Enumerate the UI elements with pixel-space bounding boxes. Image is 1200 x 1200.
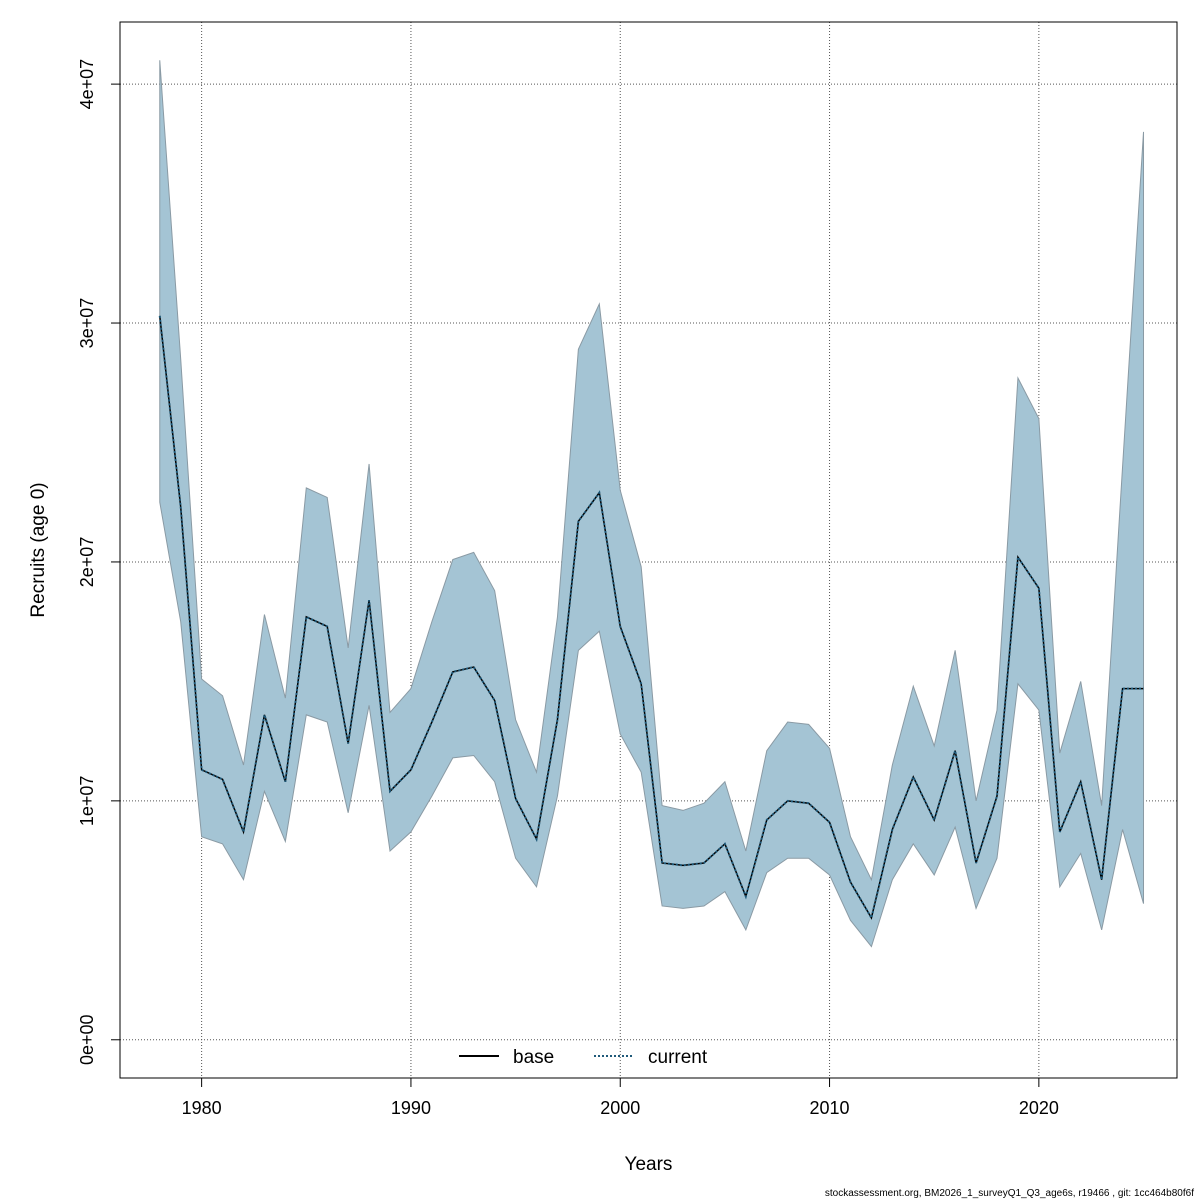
y-tick-label-0e+00: 0e+00 bbox=[77, 1014, 97, 1065]
confidence-band-area bbox=[159, 60, 1145, 948]
y-axis: 0e+00 1e+07 2e+07 3e+07 4e+07 bbox=[77, 59, 120, 1065]
x-axis-title: Years bbox=[625, 1154, 673, 1175]
legend: base current bbox=[459, 1047, 708, 1068]
plot-frame bbox=[119, 21, 1178, 1079]
x-axis: 1980 1990 2000 2010 2020 bbox=[182, 1078, 1059, 1118]
y-tick-label-4e+07: 4e+07 bbox=[77, 59, 97, 110]
y-tick-label-2e+07: 2e+07 bbox=[77, 537, 97, 588]
legend-label-current: current bbox=[648, 1047, 708, 1068]
x-tick-label-1980: 1980 bbox=[182, 1098, 222, 1118]
x-tick-label-1990: 1990 bbox=[391, 1098, 431, 1118]
legend-label-base: base bbox=[513, 1047, 554, 1068]
y-tick-label-1e+07: 1e+07 bbox=[77, 776, 97, 827]
y-tick-label-3e+07: 3e+07 bbox=[77, 298, 97, 349]
confidence-band bbox=[159, 60, 1145, 948]
footer-note: stockassessment.org, BM2026_1_surveyQ1_Q… bbox=[825, 1188, 1194, 1199]
series-lines bbox=[158, 315, 1144, 921]
x-tick-label-2020: 2020 bbox=[1019, 1098, 1059, 1118]
x-tick-label-2010: 2010 bbox=[810, 1098, 850, 1118]
y-axis-title: Recruits (age 0) bbox=[28, 482, 49, 617]
series-line-current bbox=[158, 315, 1144, 921]
x-tick-label-2000: 2000 bbox=[600, 1098, 640, 1118]
